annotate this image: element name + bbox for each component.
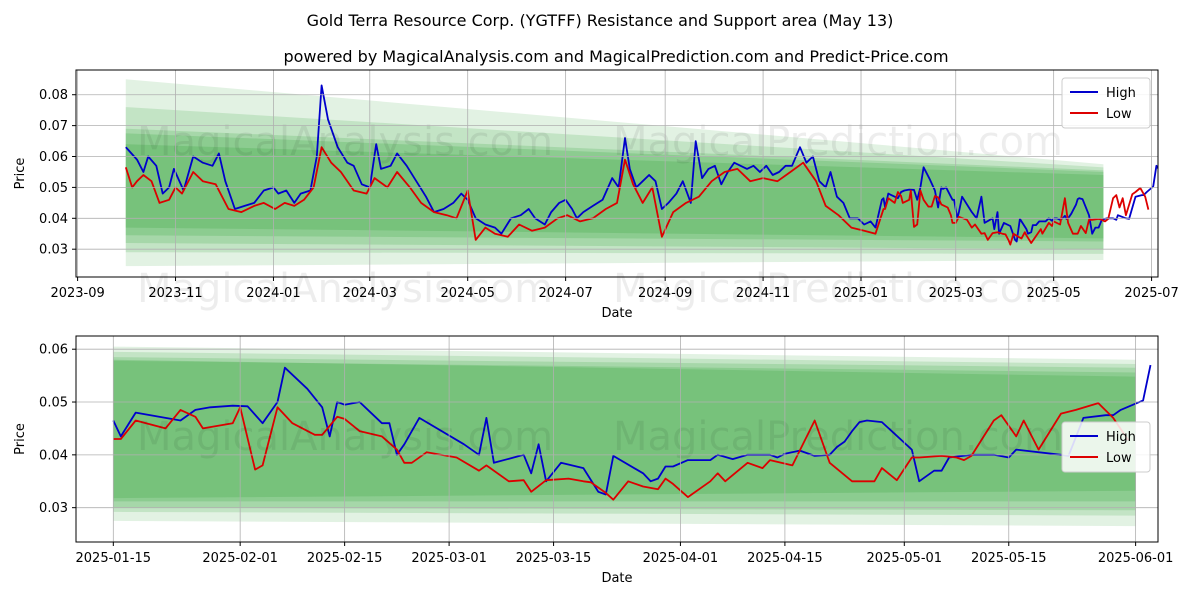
- x-tick-label: 2025-01-15: [76, 551, 152, 566]
- x-tick-label: 2024-09: [638, 286, 692, 301]
- y-tick-label: 0.04: [39, 212, 68, 227]
- x-tick-label: 2024-01: [246, 286, 300, 301]
- x-tick-label: 2024-07: [538, 286, 592, 301]
- legend-label-high: High: [1106, 430, 1136, 445]
- y-tick-label: 0.05: [39, 181, 68, 196]
- y-tick-label: 0.06: [39, 150, 68, 165]
- y-tick-label: 0.03: [39, 501, 68, 516]
- watermark-text: MagicalAnalysis.com: [137, 119, 553, 165]
- x-tick-label: 2025-05-15: [971, 551, 1047, 566]
- watermark-text: MagicalPrediction.com: [613, 119, 1063, 165]
- legend-label-low: Low: [1106, 107, 1132, 122]
- x-tick-label: 2025-03: [929, 286, 983, 301]
- x-tick-label: 2025-05-01: [867, 551, 943, 566]
- legend-label-low: Low: [1106, 451, 1132, 466]
- watermark-text: MagicalAnalysis.com: [137, 266, 553, 312]
- series-line-high: [125, 84, 1158, 243]
- x-tick-label: 2025-06-01: [1098, 551, 1174, 566]
- prediction-band: [113, 351, 1136, 516]
- x-tick-label: 2025-04-01: [643, 551, 719, 566]
- watermark-text: MagicalPrediction.com: [613, 266, 1063, 312]
- series-line-low: [113, 402, 1129, 501]
- y-tick-label: 0.04: [39, 448, 68, 463]
- y-tick-label: 0.08: [39, 88, 68, 103]
- x-tick-label: 2025-03-01: [411, 551, 487, 566]
- chart-title: Gold Terra Resource Corp. (YGTFF) Resist…: [307, 11, 894, 30]
- legend-box: [1061, 421, 1151, 473]
- x-tick-label: 2025-07: [1124, 286, 1178, 301]
- x-tick-label: 2023-11: [148, 286, 202, 301]
- y-axis-label: Price: [13, 158, 28, 190]
- prediction-band: [125, 144, 1104, 239]
- y-tick-label: 0.06: [39, 343, 68, 358]
- x-tick-label: 2025-05: [1026, 286, 1080, 301]
- plot-area: [124, 79, 1158, 267]
- y-axis-label: Price: [13, 423, 28, 455]
- upper-chart-panel: MagicalAnalysis.com MagicalPrediction.com…: [13, 69, 1179, 321]
- x-tick-label: 2025-04-15: [747, 551, 823, 566]
- y-tick-label: 0.03: [39, 243, 68, 258]
- x-tick-label: 2025-02-01: [202, 551, 278, 566]
- legend-label-high: High: [1106, 86, 1136, 101]
- y-tick-label: 0.05: [39, 396, 68, 411]
- x-tick-label: 2024-03: [343, 286, 397, 301]
- chart-legend: High Low: [1061, 421, 1151, 473]
- prediction-band: [113, 360, 1136, 502]
- x-tick-label: 2024-05: [441, 286, 495, 301]
- plot-frame: [75, 69, 1159, 278]
- x-tick-label: 2023-09: [50, 286, 104, 301]
- chart-subtitle: powered by MagicalAnalysis.com and Magic…: [283, 47, 948, 66]
- series-line-high: [112, 364, 1152, 496]
- chart-legend: High Low: [1061, 77, 1151, 129]
- plot-frame: [75, 335, 1159, 543]
- prediction-band: [113, 346, 1136, 527]
- plot-area: [112, 346, 1152, 527]
- lower-chart-panel: MagicalAnalysis.com MagicalPrediction.com…: [13, 335, 1174, 586]
- y-tick-label: 0.07: [39, 119, 68, 134]
- watermark-text: MagicalPrediction.com: [613, 414, 1063, 460]
- x-tick-label: 2025-01: [834, 286, 888, 301]
- x-axis-label: Date: [601, 571, 632, 586]
- prediction-band: [113, 359, 1136, 499]
- x-axis-label: Date: [601, 306, 632, 321]
- x-tick-label: 2025-03-15: [516, 551, 592, 566]
- x-tick-label: 2025-02-15: [307, 551, 383, 566]
- x-tick-label: 2024-11: [736, 286, 790, 301]
- legend-box: [1061, 77, 1151, 129]
